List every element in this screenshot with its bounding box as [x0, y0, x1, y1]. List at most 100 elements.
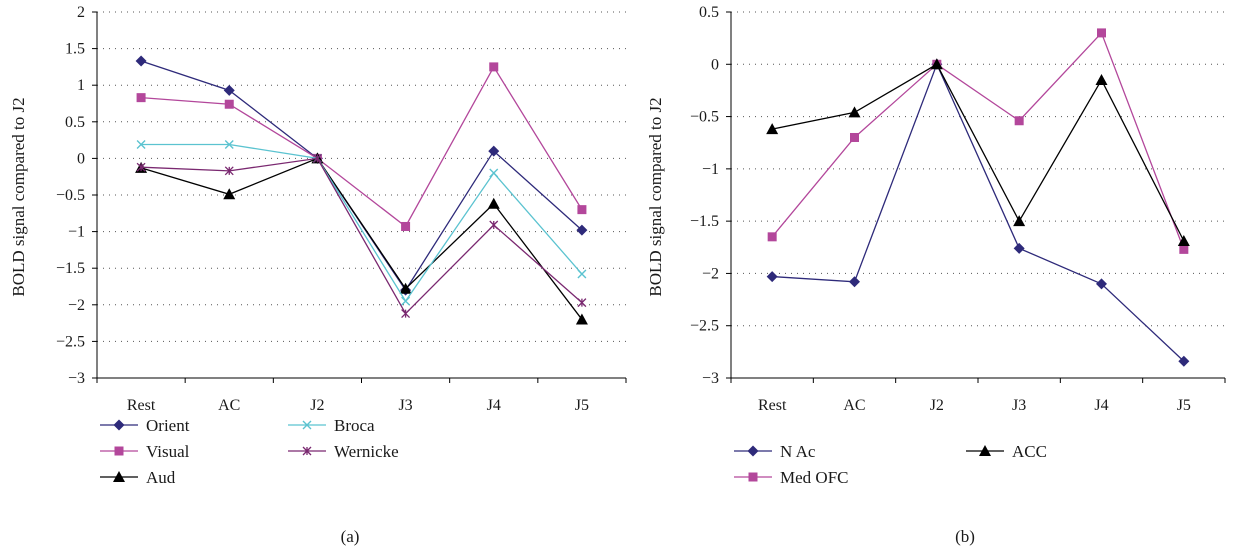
y-ticks-a: 2 1.5 1 0.5 0 −0.5 −1 −1.5 −2 −2.5 −3: [56, 4, 85, 387]
y-tick-label: −1: [68, 224, 85, 241]
y-axis-label-a: BOLD signal compared to J2: [9, 97, 28, 296]
data-point: [136, 93, 146, 103]
x-tick-label: AC: [218, 397, 240, 414]
data-point: [577, 205, 587, 215]
y-tick-label: −2: [68, 297, 85, 314]
series-aud: [135, 152, 588, 325]
y-tick-label: −2.5: [56, 333, 85, 350]
y-tick-label: −2.5: [690, 318, 719, 335]
data-point: [850, 132, 859, 142]
series-line: [771, 31, 1185, 250]
series-line: [772, 62, 1185, 362]
y-tick-label: −0.5: [690, 109, 719, 126]
legend-label: Visual: [146, 442, 190, 461]
x-tick-label: J2: [930, 397, 944, 414]
axes-a: [92, 11, 627, 383]
legend-entry: ACC: [966, 442, 1047, 461]
legend-entry: N Ac: [734, 442, 816, 461]
y-tick-label: 0.5: [699, 4, 719, 21]
x-tick-label: J4: [487, 397, 501, 414]
data-point: [312, 153, 322, 163]
y-tick-label: −3: [68, 370, 85, 387]
legend-entry: Broca: [288, 416, 375, 435]
data-point: [489, 62, 499, 72]
data-point: [766, 271, 778, 283]
data-point: [399, 282, 412, 294]
data-point: [1097, 28, 1106, 38]
y-tick-label: 0: [77, 150, 85, 167]
legend-marker: [302, 420, 312, 430]
legend-marker: [113, 419, 125, 431]
data-point: [767, 232, 777, 242]
data-point: [1095, 73, 1108, 85]
y-ticks-b: 0.5 0 −0.5 −1 −1.5 −2 −2.5 −3: [690, 4, 719, 387]
data-point: [1179, 244, 1189, 254]
y-tick-label: 0.5: [65, 114, 85, 131]
axes-b: [726, 11, 1226, 383]
x-ticks-a: Rest AC J2 J3 J4 J5: [127, 397, 589, 414]
data-point: [489, 168, 499, 178]
x-tick-label: J3: [1012, 397, 1026, 414]
data-point: [401, 221, 411, 231]
caption-b: (b): [955, 527, 975, 546]
data-point: [223, 84, 235, 96]
chart-panel-b: BOLD signal compared to J2 0.5 0 −0.5 −1 −1.…: [646, 4, 1226, 546]
legend-label: N Ac: [780, 442, 816, 461]
data-point: [224, 166, 234, 176]
data-point: [224, 139, 234, 149]
data-point: [401, 296, 411, 306]
data-point: [487, 197, 500, 209]
legend-marker: [113, 471, 125, 482]
data-point: [135, 55, 147, 67]
data-point: [401, 309, 411, 319]
series-line: [140, 157, 583, 320]
data-point: [930, 58, 943, 70]
legend-marker: [114, 446, 124, 456]
x-tick-label: J2: [310, 397, 324, 414]
data-point: [577, 269, 587, 279]
series-visual: [136, 62, 587, 231]
data-point: [577, 298, 587, 308]
y-tick-label: −3: [702, 370, 719, 387]
legend-a: Orient Visual Aud Broca Wernicke: [100, 416, 399, 487]
legend-entry: Orient: [100, 416, 190, 435]
data-point: [1013, 215, 1026, 227]
legend-entry: Visual: [100, 442, 190, 461]
series-line: [141, 157, 583, 315]
x-tick-label: J5: [575, 397, 589, 414]
y-tick-label: 1.5: [65, 41, 85, 58]
legend-marker: [747, 445, 759, 457]
series-line: [141, 65, 583, 228]
chart-panel-a: BOLD signal compared to J2 2 1.5 1 0.5 0 −0.5…: [9, 4, 627, 546]
data-point: [1096, 278, 1107, 290]
series-med-ofc: [767, 28, 1189, 254]
data-point: [766, 123, 779, 135]
data-point: [1177, 235, 1190, 247]
y-tick-label: 1: [77, 77, 85, 94]
legend-marker: [748, 472, 758, 482]
y-tick-label: −0.5: [56, 187, 85, 204]
legend-label: ACC: [1012, 442, 1047, 461]
gridlines-a: [97, 11, 626, 342]
data-point: [1014, 116, 1024, 126]
series-line: [140, 60, 583, 292]
gridlines-b: [731, 11, 1225, 327]
series-a: [135, 55, 588, 325]
series-wernicke: [136, 153, 587, 319]
legend-entry: Wernicke: [288, 442, 399, 461]
x-tick-label: Rest: [127, 397, 156, 414]
data-point: [848, 106, 861, 118]
x-tick-label: J4: [1094, 397, 1108, 414]
legend-marker: [302, 446, 312, 456]
x-tick-label: J5: [1177, 397, 1191, 414]
legend-label: Broca: [334, 416, 375, 435]
data-point: [488, 145, 500, 157]
legend-entry: Aud: [100, 468, 176, 487]
y-tick-label: 0: [711, 56, 719, 73]
y-tick-label: −1.5: [690, 213, 719, 230]
y-tick-label: −1.5: [56, 260, 85, 277]
series-line: [141, 143, 583, 303]
data-point: [575, 313, 588, 325]
legend-label: Wernicke: [334, 442, 399, 461]
legend-label: Aud: [146, 468, 176, 487]
